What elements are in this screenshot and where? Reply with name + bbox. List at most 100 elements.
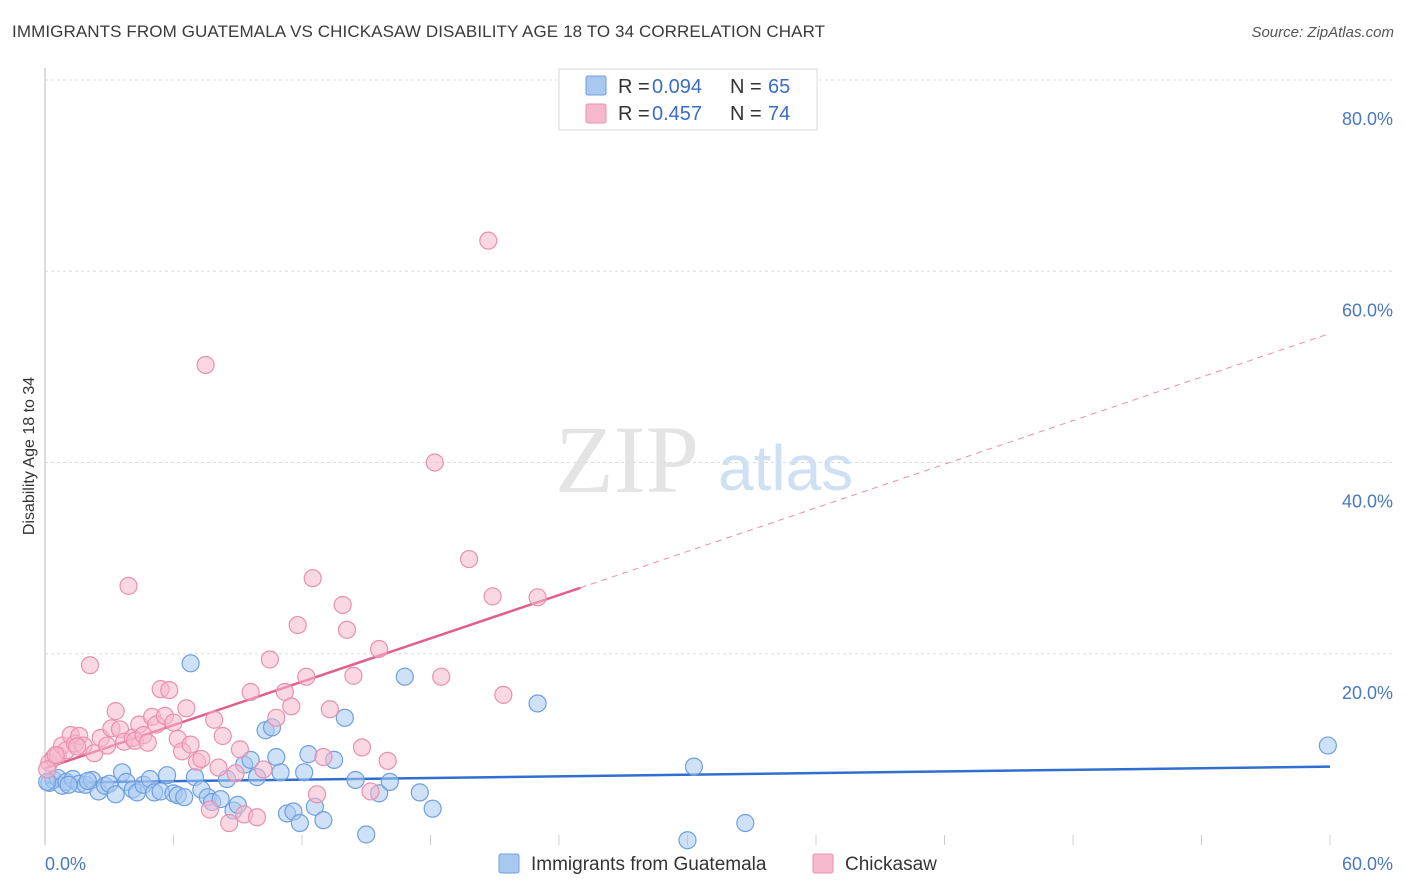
bottom-legend-swatch-chickasaw <box>812 853 834 874</box>
point-chickasaw-37 <box>205 710 224 729</box>
axis-layer: 20.0% 40.0% 60.0% 80.0% 0.0% 60.0% <box>44 68 1393 874</box>
point-chickasaw-27 <box>160 680 179 700</box>
point-chickasaw-34 <box>192 749 211 769</box>
point-guatemala-47 <box>314 811 333 830</box>
point-guatemala-40 <box>271 763 290 782</box>
legend-swatch-guatemala <box>585 75 607 96</box>
point-guatemala-21 <box>157 766 177 785</box>
point-chickasaw-73 <box>68 737 87 756</box>
point-chickasaw-9 <box>80 656 100 675</box>
point-chickasaw-57 <box>333 595 352 615</box>
point-guatemala-25 <box>181 654 200 673</box>
point-chickasaw-38 <box>209 758 228 777</box>
point-chickasaw-64 <box>425 453 444 472</box>
legend-swatch-chickasaw <box>585 103 607 124</box>
point-chickasaw-50 <box>282 697 301 716</box>
y-tick-label-1: 40.0% <box>1342 492 1393 512</box>
point-chickasaw-44 <box>241 682 260 702</box>
point-guatemala-56 <box>423 799 442 818</box>
trend-layer <box>44 332 1331 785</box>
point-chickasaw-39 <box>213 726 232 746</box>
point-chickasaw-31 <box>177 699 196 718</box>
legend-r-value-2: 0.457 <box>652 103 702 125</box>
point-guatemala-12 <box>106 785 125 804</box>
point-chickasaw-53 <box>303 569 322 588</box>
point-chickasaw-45 <box>247 808 267 827</box>
point-chickasaw-62 <box>370 639 389 659</box>
point-chickasaw-63 <box>378 751 397 770</box>
point-chickasaw-28 <box>164 713 183 732</box>
point-guatemala-50 <box>346 770 365 790</box>
legend-r-label-1: R = <box>618 76 650 98</box>
point-chickasaw-51 <box>288 615 307 635</box>
legend-n-label-1: N = <box>730 76 762 98</box>
points-layer <box>38 231 1337 850</box>
point-guatemala-39 <box>267 747 286 767</box>
point-guatemala-60 <box>736 813 755 833</box>
point-chickasaw-14 <box>106 702 125 721</box>
stats-legend: R = 0.094 N = 65 R = 0.457 N = 74 <box>558 68 818 131</box>
series-legend: Immigrants from Guatemala Chickasaw <box>498 853 937 875</box>
point-guatemala-45 <box>299 745 318 764</box>
x-tick-label-0: 0.0% <box>45 854 86 874</box>
point-guatemala-55 <box>410 783 429 802</box>
point-chickasaw-70 <box>528 588 547 607</box>
point-chickasaw-35 <box>196 355 215 375</box>
bottom-legend-swatch-guatemala <box>498 853 520 874</box>
point-chickasaw-12 <box>98 736 117 755</box>
point-chickasaw-32 <box>181 735 200 754</box>
point-guatemala-44 <box>295 763 314 782</box>
bottom-legend-label-chickasaw: Chickasaw <box>845 854 937 875</box>
bottom-legend-label-guatemala: Immigrants from Guatemala <box>531 854 767 875</box>
point-chickasaw-58 <box>337 620 357 639</box>
point-chickasaw-66 <box>459 549 479 569</box>
point-chickasaw-65 <box>432 667 451 686</box>
point-guatemala-61 <box>1318 736 1337 755</box>
legend-r-label-2: R = <box>618 103 650 125</box>
point-chickasaw-71 <box>38 760 57 779</box>
watermark-zip: ZIP <box>555 406 699 513</box>
legend-n-value-1: 65 <box>768 76 790 98</box>
y-tick-label-3: 80.0% <box>1342 109 1393 129</box>
y-tick-label-2: 60.0% <box>1342 300 1393 320</box>
y-tick-label-0: 20.0% <box>1342 683 1393 703</box>
source-label: Source: ZipAtlas.com <box>1251 24 1394 41</box>
legend-r-value-1: 0.094 <box>652 76 702 98</box>
point-chickasaw-56 <box>320 700 339 719</box>
point-chickasaw-69 <box>494 685 513 704</box>
point-chickasaw-59 <box>344 666 363 685</box>
point-guatemala-54 <box>395 667 414 686</box>
point-chickasaw-36 <box>200 800 220 819</box>
watermark-atlas: atlas <box>718 432 853 504</box>
point-chickasaw-42 <box>230 740 249 759</box>
point-guatemala-51 <box>357 825 376 844</box>
point-chickasaw-72 <box>46 746 65 765</box>
point-guatemala-59 <box>684 757 704 776</box>
point-guatemala-24 <box>175 788 194 807</box>
chart-title: IMMIGRANTS FROM GUATEMALA VS CHICKASAW D… <box>12 22 826 41</box>
point-guatemala-63 <box>59 775 78 794</box>
point-chickasaw-67 <box>479 231 498 250</box>
point-chickasaw-60 <box>352 738 372 757</box>
grid-layer <box>45 79 1393 655</box>
point-chickasaw-68 <box>483 587 502 606</box>
point-guatemala-53 <box>380 772 399 791</box>
legend-n-value-2: 74 <box>768 103 790 125</box>
point-guatemala-43 <box>290 813 309 833</box>
point-guatemala-58 <box>678 831 697 850</box>
point-chickasaw-40 <box>220 813 239 833</box>
point-guatemala-64 <box>78 771 97 791</box>
point-chickasaw-61 <box>361 782 380 801</box>
point-chickasaw-55 <box>314 747 333 767</box>
point-chickasaw-22 <box>138 733 157 752</box>
x-tick-label-1: 60.0% <box>1342 854 1393 874</box>
y-axis-label: Disability Age 18 to 34 <box>21 377 38 535</box>
legend-n-label-2: N = <box>730 103 762 125</box>
point-chickasaw-41 <box>226 764 245 783</box>
point-guatemala-49 <box>335 708 354 727</box>
point-chickasaw-48 <box>267 708 286 727</box>
point-chickasaw-52 <box>297 667 316 686</box>
point-chickasaw-54 <box>307 785 327 804</box>
point-chickasaw-47 <box>260 650 279 669</box>
